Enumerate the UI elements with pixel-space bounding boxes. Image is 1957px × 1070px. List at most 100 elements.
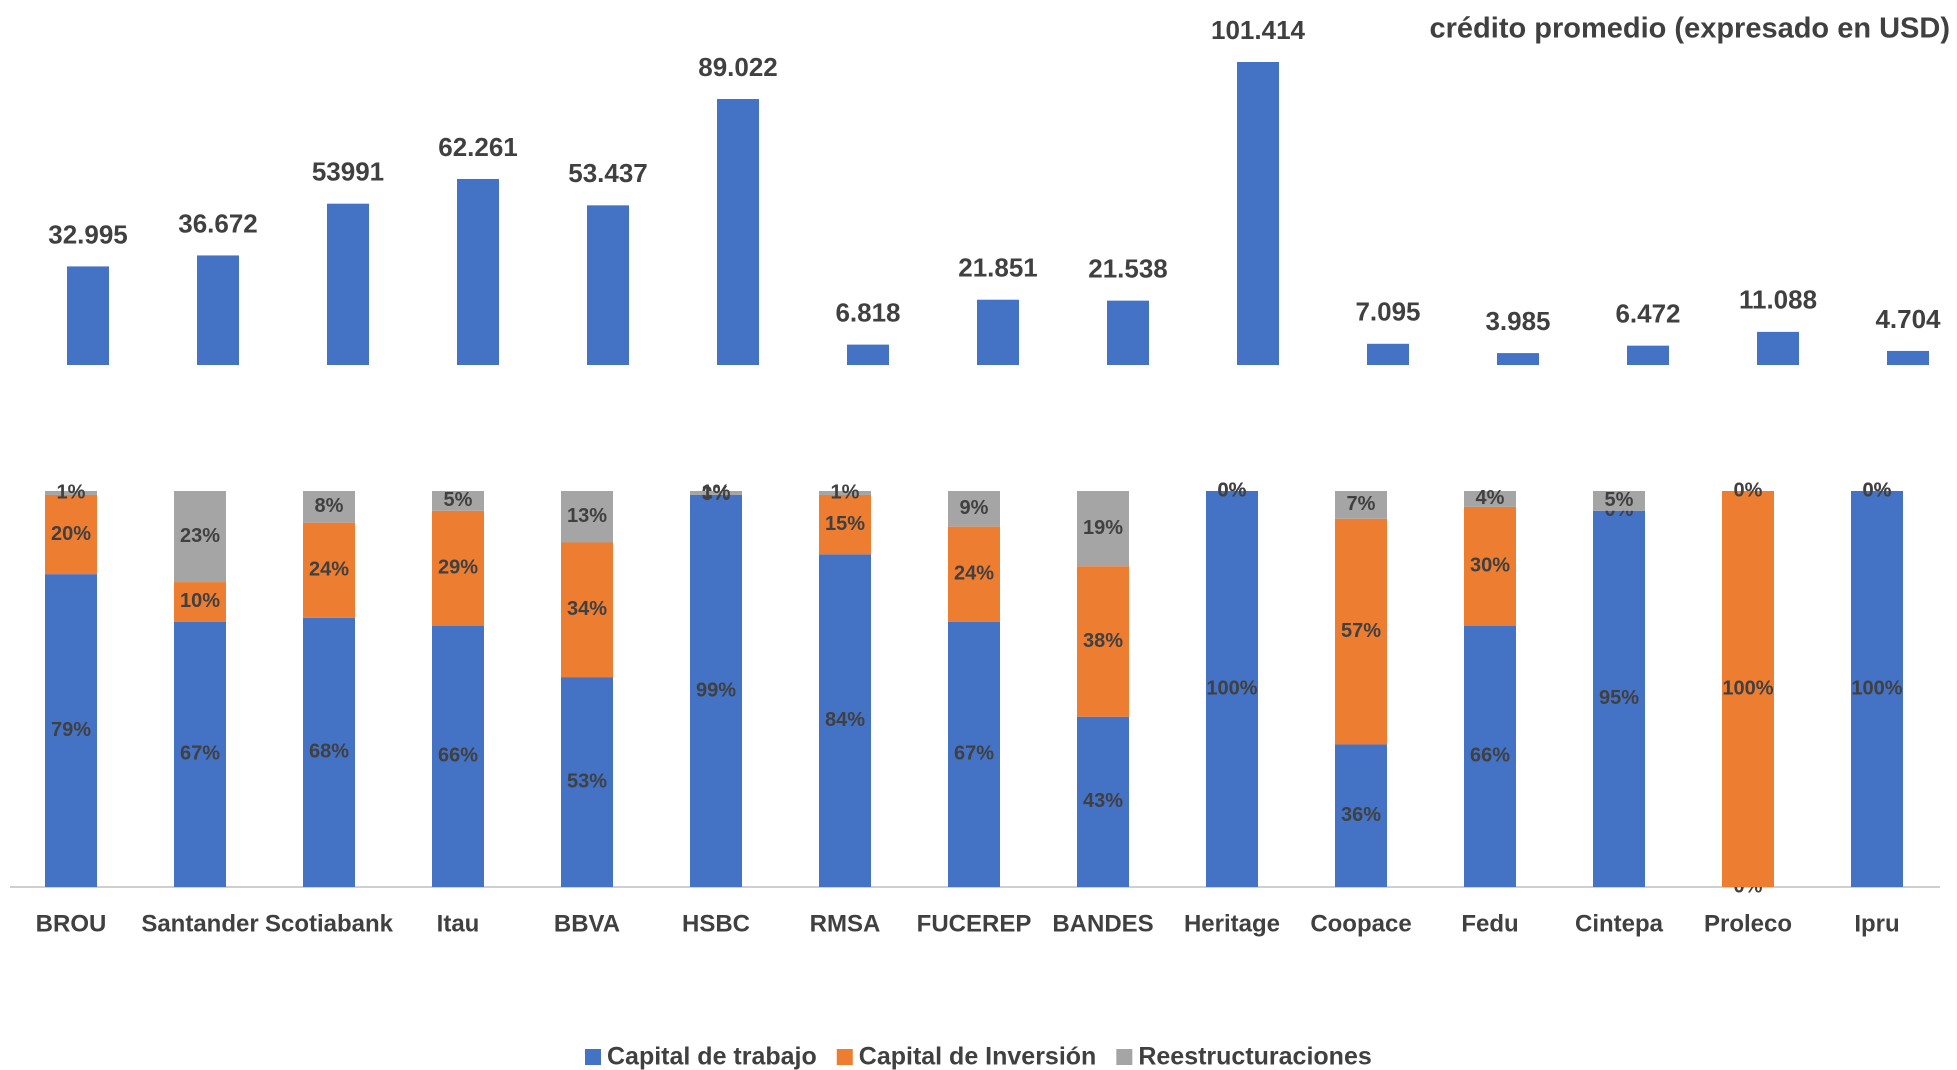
legend-swatch: [1116, 1049, 1133, 1065]
value-label: 100%: [1206, 677, 1257, 699]
value-label: 5%: [1605, 489, 1634, 511]
value-label: 24%: [954, 562, 994, 584]
x-tick-label: Heritage: [1184, 910, 1280, 937]
value-label: 1%: [831, 481, 860, 503]
bar-segment: [690, 494, 742, 887]
bar-segment: [948, 526, 1000, 622]
value-label: 20%: [51, 523, 91, 545]
value-label: 101.414: [1211, 15, 1306, 45]
value-label: 4.704: [1875, 304, 1941, 334]
value-label: 8%: [315, 495, 344, 517]
bar-segment: [561, 677, 613, 887]
bar: [587, 205, 629, 365]
bar-segment: [1335, 744, 1387, 887]
bar-segment: [1077, 491, 1129, 567]
bar: [1107, 300, 1149, 365]
legend-label: Capital de Inversión: [859, 1043, 1097, 1070]
bar-segment: [45, 574, 97, 887]
legend-swatch: [836, 1049, 853, 1065]
value-label: 3.985: [1485, 306, 1550, 336]
bar-segment: [1077, 566, 1129, 717]
bar: [1627, 345, 1669, 365]
value-label: 23%: [180, 525, 220, 547]
bar-segment: [819, 491, 871, 495]
value-label: 6.818: [835, 298, 900, 328]
value-label: 21.851: [958, 253, 1038, 283]
value-label: 10%: [180, 590, 220, 612]
bar: [1497, 353, 1539, 365]
x-tick-label: FUCEREP: [917, 910, 1032, 937]
value-label: 67%: [954, 743, 994, 765]
bar: [197, 255, 239, 365]
bar-segment: [561, 491, 613, 543]
value-label: 62.261: [438, 132, 518, 162]
value-label: 0%: [1218, 479, 1247, 501]
value-label: 36.672: [178, 208, 258, 238]
bar-segment: [432, 625, 484, 887]
bar-segment: [303, 491, 355, 523]
x-tick-label: Fedu: [1461, 910, 1518, 937]
value-label: 0%: [1863, 479, 1892, 501]
value-label: 66%: [1470, 745, 1510, 767]
x-tick-label: Ipru: [1854, 910, 1899, 937]
value-label: 0%: [1218, 479, 1247, 501]
bar-segment: [1464, 625, 1516, 887]
value-label: 67%: [180, 743, 220, 765]
value-label: 5%: [444, 489, 473, 511]
value-label: 84%: [825, 709, 865, 731]
legend-label: Reestructuraciones: [1138, 1043, 1371, 1070]
value-label: 79%: [51, 719, 91, 741]
value-label: 99%: [696, 679, 736, 701]
x-tick-label: RMSA: [810, 910, 881, 937]
value-label: 57%: [1341, 620, 1381, 642]
value-label: 7%: [1347, 493, 1376, 515]
bar-segment: [1077, 716, 1129, 887]
bar-segment: [174, 491, 226, 583]
x-tick-label: HSBC: [682, 910, 750, 937]
bar-segment: [303, 522, 355, 618]
bar: [457, 178, 499, 365]
value-label: 53.437: [568, 158, 648, 188]
x-tick-label: BBVA: [554, 910, 620, 937]
bar-segment: [174, 582, 226, 622]
value-label: 89.022: [698, 52, 778, 82]
bar-segment: [948, 491, 1000, 527]
legend-label: Capital de trabajo: [607, 1043, 817, 1070]
bar: [1757, 331, 1799, 365]
bar: [717, 99, 759, 366]
value-label: 95%: [1599, 687, 1639, 709]
bar: [1367, 343, 1409, 365]
value-label: 24%: [309, 558, 349, 580]
chart-title: crédito promedio (expresado en USD): [1430, 13, 1951, 45]
value-label: 34%: [567, 598, 607, 620]
x-tick-label: BANDES: [1052, 910, 1153, 937]
value-label: 1%: [702, 481, 731, 503]
bar-segment: [819, 494, 871, 555]
value-label: 11.088: [1739, 285, 1817, 315]
value-label: 30%: [1470, 555, 1510, 577]
value-label: 1%: [57, 481, 86, 503]
value-label: 53%: [567, 770, 607, 792]
value-label: 100%: [1722, 677, 1773, 699]
value-label: 100%: [1851, 677, 1902, 699]
value-label: 4%: [1476, 487, 1505, 509]
bar-segment: [45, 491, 97, 495]
value-label: 32.995: [48, 219, 128, 249]
value-label: 19%: [1083, 517, 1123, 539]
bar-segment: [45, 494, 97, 575]
value-label: 43%: [1083, 790, 1123, 812]
bar-segment: [1722, 491, 1774, 887]
x-tick-label: Proleco: [1704, 910, 1792, 937]
value-label: 36%: [1341, 804, 1381, 826]
bar: [977, 299, 1019, 365]
value-label: 7.095: [1355, 297, 1420, 327]
value-label: 13%: [567, 505, 607, 527]
bar-segment: [1206, 491, 1258, 887]
bar-segment: [1593, 491, 1645, 511]
x-tick-label: BROU: [36, 910, 107, 937]
bar: [67, 266, 109, 365]
bar-segment: [1851, 491, 1903, 887]
value-label: 53991: [312, 157, 384, 187]
bar-segment: [1335, 491, 1387, 519]
